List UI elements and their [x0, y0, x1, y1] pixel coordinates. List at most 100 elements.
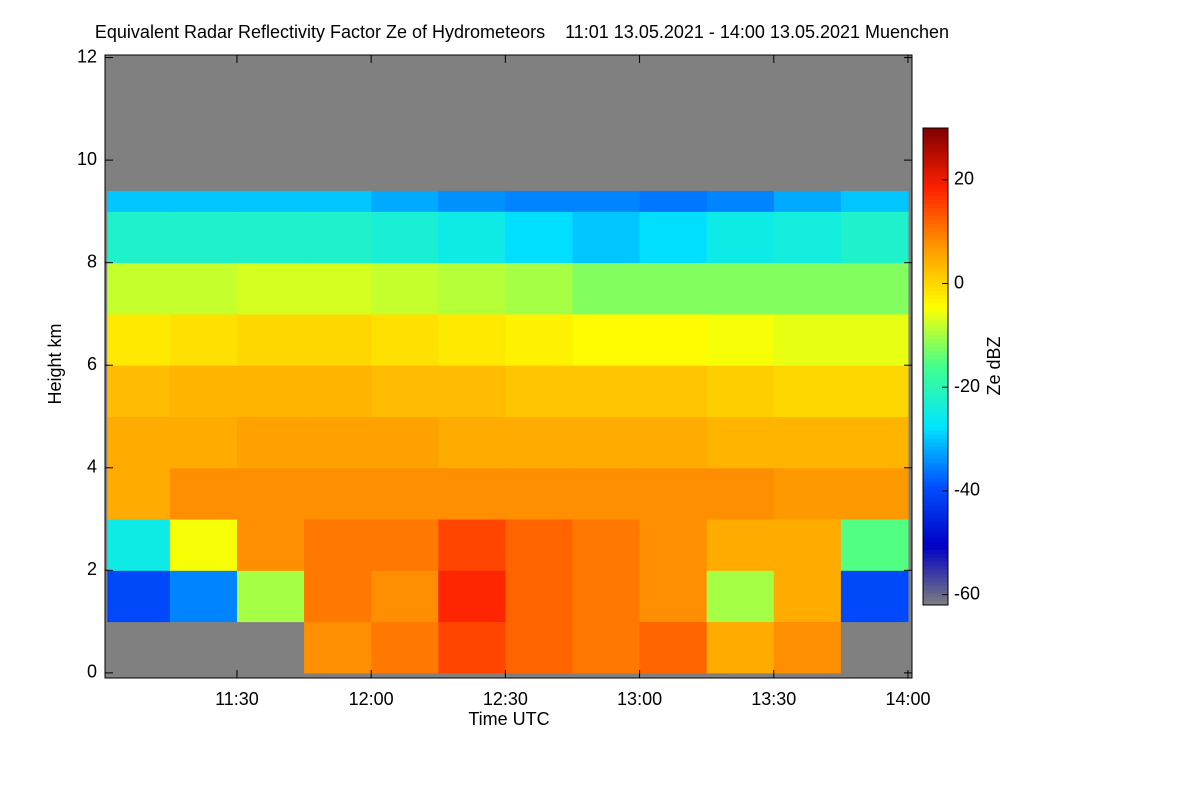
colorbar-swatch [923, 521, 948, 526]
heatmap-cell [304, 190, 372, 212]
y-tick-label: 6 [87, 354, 97, 374]
colorbar-swatch [923, 283, 948, 288]
colorbar-swatch [923, 449, 948, 455]
x-tick-label: 13:00 [617, 689, 662, 709]
colorbar-swatch [923, 489, 948, 495]
heatmap-cell [304, 621, 372, 674]
colorbar-swatch [923, 537, 948, 542]
heatmap-cell [304, 416, 372, 469]
heatmap-cell [107, 519, 171, 571]
x-tick-label: 14:00 [885, 689, 930, 709]
heatmap-cell [304, 519, 372, 571]
colorbar-swatch [923, 306, 948, 312]
colorbar-swatch [923, 493, 948, 499]
heatmap-cell [371, 365, 439, 417]
x-tick-label: 12:00 [349, 689, 394, 709]
heatmap-cell [773, 519, 842, 571]
heatmap-cell [706, 621, 775, 674]
colorbar-swatch [923, 263, 948, 268]
colorbar-swatch [923, 481, 948, 487]
colorbar-swatch [923, 485, 948, 491]
heatmap-cell [169, 621, 238, 674]
heatmap-cell [840, 211, 909, 264]
colorbar-swatch [923, 473, 948, 479]
heatmap-cell [639, 621, 708, 674]
heatmap-cell [572, 621, 641, 674]
colorbar-swatch [923, 215, 948, 220]
colorbar-swatch [923, 338, 948, 344]
heatmap-cell [505, 365, 573, 417]
colorbar-swatch [923, 199, 948, 205]
heatmap-cell [304, 467, 372, 520]
colorbar-swatch [923, 553, 948, 558]
colorbar-frame [922, 127, 949, 606]
x-tick-label: 12:30 [483, 689, 528, 709]
colorbar-swatch [923, 497, 948, 503]
heatmap-cell [639, 570, 708, 623]
colorbar-swatch [923, 211, 948, 216]
heatmap-cell [304, 262, 372, 315]
heatmap-cell [107, 262, 171, 315]
colorbar-swatch [923, 346, 948, 352]
colorbar-swatch [923, 298, 948, 304]
y-tick-label: 8 [87, 251, 97, 271]
colorbar-swatch [923, 517, 948, 523]
colorbar-swatch [923, 457, 948, 463]
heatmap-cell [572, 211, 641, 264]
heatmap-cell [773, 190, 842, 212]
heatmap-cell [169, 365, 238, 417]
heatmap-cell [169, 313, 238, 366]
colorbar-swatch [923, 513, 948, 519]
colorbar-swatch [923, 163, 948, 169]
heatmap-cell [371, 211, 439, 264]
heatmap-cell [107, 365, 171, 417]
colorbar-swatch [923, 159, 948, 165]
x-tick-label: 11:30 [215, 689, 259, 709]
heatmap-cell [438, 570, 506, 623]
heatmap-cell [236, 621, 305, 674]
colorbar-swatch [923, 422, 948, 427]
colorbar-swatch [923, 342, 948, 348]
heatmap-cell [572, 262, 641, 315]
heatmap-cell [505, 621, 573, 674]
heatmap-cell [371, 262, 439, 315]
colorbar-swatch [923, 223, 948, 228]
colorbar-swatch [923, 406, 948, 411]
colorbar-swatch [923, 247, 948, 252]
heatmap-cell [773, 416, 842, 469]
heatmap-cell [706, 365, 775, 417]
heatmap-cell [706, 262, 775, 315]
heatmap-cell [639, 190, 708, 212]
heatmap-cell [505, 313, 573, 366]
heatmap-cell [169, 467, 238, 520]
heatmap-cell [639, 365, 708, 417]
colorbar-swatch [923, 465, 948, 471]
heatmap-cell [840, 365, 909, 417]
colorbar-swatch [923, 430, 948, 435]
colorbar-swatch [923, 581, 948, 586]
heatmap-cell [639, 519, 708, 571]
y-tick-label: 4 [87, 457, 97, 477]
heatmap-cell [169, 262, 238, 315]
colorbar-swatch [923, 509, 948, 515]
colorbar-tick-label: -20 [954, 376, 980, 396]
colorbar-swatch [923, 390, 948, 395]
colorbar-swatch [923, 294, 948, 300]
heatmap-cell [236, 365, 305, 417]
colorbar-swatch [923, 533, 948, 538]
colorbar-swatch [923, 453, 948, 459]
colorbar-swatch [923, 378, 948, 383]
heatmap-cell [706, 519, 775, 571]
colorbar-swatch [923, 366, 948, 371]
colorbar-swatch [923, 469, 948, 475]
colorbar-swatch [923, 418, 948, 423]
colorbar-swatch [923, 362, 948, 367]
heatmap-cell [505, 211, 573, 264]
heatmap-cell [572, 365, 641, 417]
heatmap-cell [304, 313, 372, 366]
colorbar-swatch [923, 438, 948, 443]
colorbar-swatch [923, 394, 948, 399]
colorbar-swatch [923, 322, 948, 328]
colorbar-label: Ze dBZ [984, 336, 1004, 395]
heatmap-cell [773, 467, 842, 520]
